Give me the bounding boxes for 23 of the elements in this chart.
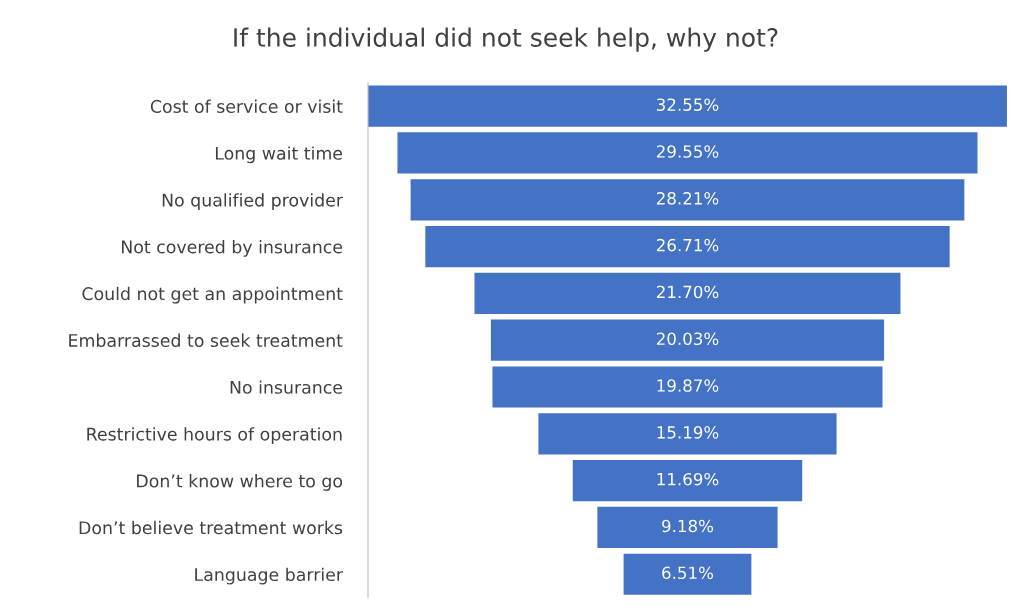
category-label: Embarrassed to seek treatment [69,333,343,348]
data-label: 32.55% [656,98,719,111]
data-label: 26.71% [656,238,719,252]
category-label: Don’t know where to go [137,474,343,491]
data-label: 28.21% [656,192,719,205]
category-label: Could not get an appointment [82,286,343,304]
category-label: Don’t believe treatment works [79,520,343,535]
category-label: No insurance [230,380,343,394]
data-label: 9.18% [662,519,714,533]
category-label: Language barrier [195,567,343,585]
category-label: Cost of service or visit [150,99,343,113]
data-label: 11.69% [657,472,719,486]
data-label: 29.55% [656,145,719,158]
data-label: 19.87% [657,379,719,392]
data-label: 6.51% [662,566,714,580]
data-label: 21.70% [656,285,719,299]
category-label: Restrictive hours of operation [87,427,342,445]
category-label: No qualified provider [162,193,343,210]
category-label: Not covered by insurance [121,240,343,257]
category-label: Long wait time [215,146,343,164]
text: If the individual did not seek help, why not? [234,27,778,52]
data-label: 20.03% [656,332,719,346]
data-label: 15.19% [657,426,719,439]
